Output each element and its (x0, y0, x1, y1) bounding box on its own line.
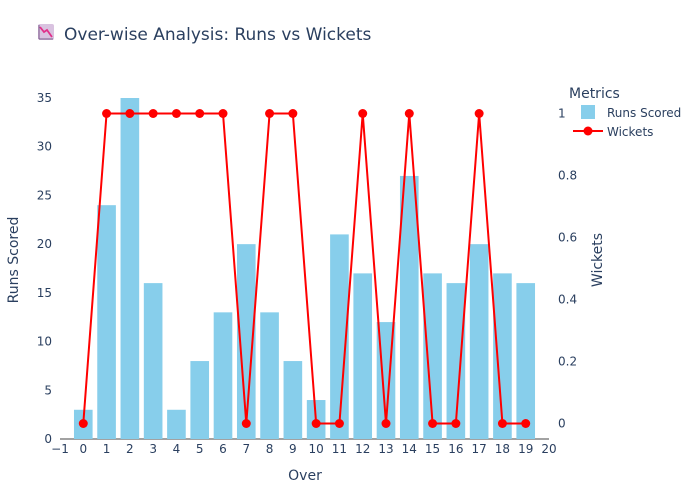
x-tick-label: 1 (103, 442, 111, 456)
x-tick-label: 9 (289, 442, 297, 456)
y2-tick-labels: 0 0.2 0.4 0.6 0.8 1 (558, 107, 577, 431)
runs-bar[interactable] (353, 273, 373, 439)
wickets-point[interactable] (497, 419, 507, 428)
runs-bar[interactable] (516, 283, 536, 439)
x-tick-label: 20 (541, 442, 556, 456)
y-tick-labels: 0 5 10 15 20 25 30 35 (37, 91, 52, 446)
y2-tick-label: 0.8 (558, 169, 577, 183)
legend-swatch-runs (581, 105, 595, 119)
wickets-point[interactable] (404, 109, 414, 118)
wickets-point[interactable] (265, 109, 275, 118)
wickets-point[interactable] (171, 109, 181, 118)
x-tick-label: 6 (219, 442, 227, 456)
chart-decreasing-icon (38, 24, 54, 40)
wickets-point[interactable] (381, 419, 391, 428)
wickets-point[interactable] (358, 109, 368, 118)
x-tick-label: 19 (518, 442, 533, 456)
runs-bar[interactable] (213, 312, 233, 439)
wickets-point[interactable] (311, 419, 321, 428)
runs-bar[interactable] (190, 361, 210, 439)
legend: Metrics Runs Scored Wickets (569, 86, 681, 139)
wickets-point[interactable] (195, 109, 205, 118)
x-tick-label: 15 (425, 442, 440, 456)
x-tick-label: 14 (402, 442, 417, 456)
bars-layer (73, 98, 536, 439)
runs-bar[interactable] (330, 234, 349, 439)
x-tick-label: 5 (196, 442, 204, 456)
title-group: Over-wise Analysis: Runs vs Wickets (38, 24, 372, 45)
wickets-point[interactable] (334, 419, 344, 428)
x-tick-label: 7 (242, 442, 250, 456)
x-tick-label: 13 (378, 442, 393, 456)
y2-tick-label: 0 (558, 417, 566, 431)
x-tick-label: −1 (51, 442, 69, 456)
y-tick-label: 25 (37, 188, 52, 202)
x-tick-label: 3 (149, 442, 157, 456)
x-tick-label: 11 (332, 442, 347, 456)
runs-bar[interactable] (493, 273, 512, 439)
y-tick-label: 20 (37, 237, 52, 251)
line-layer (78, 109, 531, 428)
wickets-point[interactable] (218, 109, 228, 118)
legend-marker-wickets (583, 126, 593, 136)
wickets-point[interactable] (521, 419, 531, 428)
runs-bar[interactable] (446, 283, 466, 439)
x-tick-label: 2 (126, 442, 134, 456)
y2-tick-label: 0.6 (558, 231, 577, 245)
y-tick-label: 35 (37, 91, 52, 105)
wickets-point[interactable] (428, 419, 438, 428)
runs-bar[interactable] (143, 283, 163, 439)
x-tick-label: 0 (79, 442, 87, 456)
legend-label-wickets: Wickets (607, 125, 653, 139)
x-axis-title: Over (288, 468, 322, 484)
y-tick-label: 15 (37, 286, 52, 300)
y-axis-title: Runs Scored (6, 217, 22, 304)
wickets-point[interactable] (288, 109, 298, 118)
x-tick-label: 17 (472, 442, 487, 456)
y-tick-label: 10 (37, 335, 52, 349)
chart-title: Over-wise Analysis: Runs vs Wickets (64, 25, 372, 45)
x-tick-label: 16 (448, 442, 463, 456)
wickets-point[interactable] (474, 109, 484, 118)
wickets-point[interactable] (102, 109, 112, 118)
y-tick-label: 30 (37, 140, 52, 154)
y2-tick-label: 1 (558, 107, 566, 121)
runs-bar[interactable] (120, 98, 140, 439)
legend-item-runs[interactable]: Runs Scored (581, 105, 681, 120)
x-tick-label: 12 (355, 442, 370, 456)
runs-bar[interactable] (469, 244, 489, 439)
wickets-point[interactable] (125, 109, 135, 118)
grid-layer (60, 97, 549, 440)
runs-bar[interactable] (260, 312, 279, 439)
y2-tick-label: 0.2 (558, 355, 577, 369)
runs-bar[interactable] (236, 244, 256, 439)
legend-title: Metrics (569, 86, 620, 102)
x-tick-label: 8 (266, 442, 274, 456)
legend-label-runs: Runs Scored (607, 106, 681, 120)
y2-tick-label: 0.4 (558, 293, 577, 307)
runs-bar[interactable] (97, 205, 116, 439)
x-tick-labels: −1 0 1 2 3 4 5 6 7 8 9 10 11 12 13 14 15 16 17 18 19 20 (51, 442, 556, 456)
runs-bar[interactable] (423, 273, 442, 439)
y-tick-label: 5 (44, 383, 52, 397)
wickets-point[interactable] (78, 419, 88, 428)
wickets-point[interactable] (148, 109, 158, 118)
x-tick-label: 18 (495, 442, 510, 456)
wickets-point[interactable] (451, 419, 461, 428)
x-tick-label: 10 (309, 442, 324, 456)
y-tick-label: 0 (44, 432, 52, 446)
runs-bar[interactable] (283, 361, 303, 439)
x-tick-label: 4 (173, 442, 181, 456)
legend-item-wickets[interactable]: Wickets (573, 125, 653, 139)
runs-bar[interactable] (399, 175, 419, 439)
y2-axis-title: Wickets (590, 233, 606, 287)
wickets-point[interactable] (241, 419, 251, 428)
runs-bar[interactable] (167, 409, 186, 439)
